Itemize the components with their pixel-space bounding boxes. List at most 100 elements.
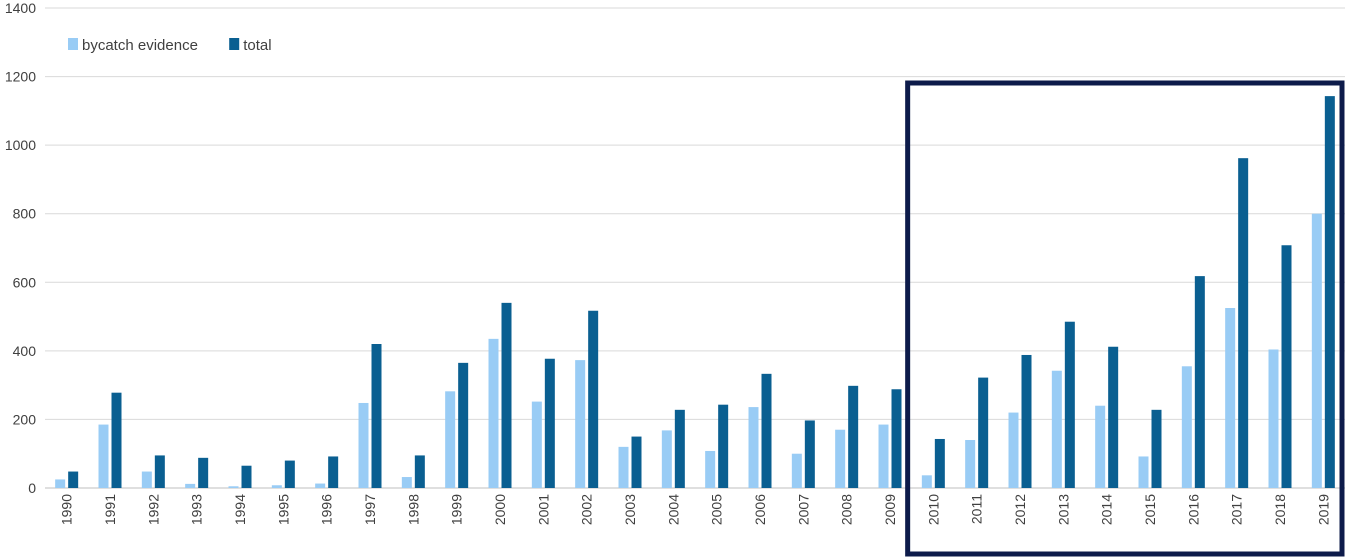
bar-total-1997 — [371, 344, 382, 488]
y-tick-label: 1200 — [5, 69, 36, 85]
x-tick-label: 1995 — [275, 494, 291, 525]
x-tick-label: 1991 — [102, 494, 118, 525]
bar-total-2011 — [978, 377, 989, 488]
bar-bycatch-evidence-2016 — [1181, 366, 1192, 488]
legend-label: total — [243, 37, 271, 54]
bar-bycatch-evidence-1999 — [445, 391, 456, 488]
bar-bycatch-evidence-2001 — [531, 401, 542, 488]
bar-total-1991 — [111, 392, 122, 488]
bar-bycatch-evidence-1991 — [98, 424, 109, 488]
x-tick-label: 2009 — [882, 494, 898, 525]
bar-total-2019 — [1324, 96, 1335, 488]
x-tick-label: 2019 — [1315, 494, 1331, 525]
bar-total-1992 — [154, 455, 165, 488]
bar-total-2017 — [1238, 158, 1249, 488]
x-tick-label: 1990 — [59, 494, 75, 525]
bar-bycatch-evidence-1998 — [401, 477, 412, 488]
legend-swatch — [68, 38, 78, 50]
bar-total-1994 — [241, 465, 252, 488]
bar-bycatch-evidence-2003 — [618, 446, 629, 488]
x-tick-label: 2005 — [709, 494, 725, 525]
bar-total-2013 — [1064, 321, 1075, 488]
bar-bycatch-evidence-2000 — [488, 338, 499, 488]
bar-bycatch-evidence-1996 — [315, 483, 326, 488]
bar-bycatch-evidence-2002 — [575, 360, 586, 488]
bars — [55, 96, 1335, 488]
bar-bycatch-evidence-2007 — [791, 453, 802, 488]
bar-total-2016 — [1194, 276, 1205, 488]
bar-bycatch-evidence-1997 — [358, 402, 369, 488]
x-tick-label: 2011 — [969, 494, 985, 524]
x-tick-label: 2003 — [622, 494, 638, 525]
bar-bycatch-evidence-2015 — [1138, 456, 1149, 488]
bar-bycatch-evidence-2019 — [1311, 213, 1322, 488]
x-tick-label: 1994 — [232, 494, 248, 525]
x-tick-label: 2010 — [925, 494, 941, 525]
x-tick-label: 2008 — [839, 494, 855, 525]
x-tick-label: 2018 — [1272, 494, 1288, 525]
x-tick-label: 1993 — [189, 494, 205, 525]
x-tick-label: 2007 — [795, 494, 811, 525]
bar-bycatch-evidence-2009 — [878, 424, 889, 488]
bar-total-2000 — [501, 302, 512, 488]
y-tick-label: 0 — [28, 480, 36, 496]
y-tick-label: 1000 — [5, 137, 36, 153]
bar-total-1999 — [458, 362, 469, 488]
x-axis-ticks: 1990 1991 1992 1993 1994 1995 1996 1997 1998 1999… — [59, 494, 1332, 525]
x-tick-label: 1998 — [405, 494, 421, 525]
bar-bycatch-evidence-2012 — [1008, 412, 1019, 488]
bar-bycatch-evidence-2014 — [1095, 405, 1106, 488]
bar-total-2005 — [718, 404, 729, 488]
x-tick-label: 2004 — [665, 494, 681, 525]
bar-bycatch-evidence-2013 — [1051, 370, 1062, 488]
x-tick-label: 1992 — [145, 494, 161, 525]
x-tick-label: 1996 — [319, 494, 335, 525]
bar-total-2007 — [804, 420, 815, 488]
bar-bycatch-evidence-2010 — [921, 475, 932, 488]
bar-bycatch-evidence-2018 — [1268, 349, 1279, 488]
x-tick-label: 2012 — [1012, 494, 1028, 525]
bar-total-2003 — [631, 436, 642, 488]
bar-bycatch-evidence-1993 — [185, 483, 196, 488]
bar-bycatch-evidence-2008 — [835, 429, 846, 488]
x-tick-label: 2013 — [1055, 494, 1071, 525]
x-tick-label: 2014 — [1099, 494, 1115, 525]
y-tick-label: 800 — [13, 206, 37, 222]
bar-total-2006 — [761, 373, 772, 488]
y-tick-label: 600 — [13, 274, 37, 290]
bar-total-2014 — [1108, 346, 1119, 488]
x-tick-label: 2016 — [1185, 494, 1201, 525]
bar-bycatch-evidence-1995 — [271, 485, 282, 488]
bar-total-2008 — [848, 385, 859, 488]
y-tick-label: 400 — [13, 343, 37, 359]
bar-total-2009 — [891, 389, 902, 488]
bar-total-1996 — [328, 456, 339, 488]
legend: bycatch evidence total — [68, 37, 272, 54]
bar-bycatch-evidence-1990 — [55, 479, 66, 488]
x-tick-label: 2006 — [752, 494, 768, 525]
bar-bycatch-evidence-2005 — [705, 450, 716, 488]
legend-swatch — [229, 38, 240, 50]
bar-bycatch-evidence-1992 — [141, 471, 152, 488]
highlight-box — [905, 80, 1345, 557]
bar-total-1990 — [68, 471, 79, 488]
bar-total-2018 — [1281, 245, 1292, 488]
x-tick-label: 2000 — [492, 494, 508, 525]
x-tick-label: 2015 — [1142, 494, 1158, 525]
bar-bycatch-evidence-2004 — [661, 430, 672, 488]
x-tick-label: 1997 — [362, 494, 378, 525]
y-tick-label: 1400 — [5, 0, 36, 16]
bar-total-2001 — [544, 358, 555, 488]
bar-total-2010 — [934, 438, 945, 488]
y-axis-ticks: 0 200 400 600 800 1000 1200 1400 — [5, 0, 36, 496]
x-tick-label: 1999 — [449, 494, 465, 525]
bar-bycatch-evidence-2011 — [965, 440, 976, 488]
bar-bycatch-evidence-2017 — [1225, 308, 1236, 488]
x-tick-label: 2001 — [535, 494, 551, 525]
x-tick-label: 2002 — [579, 494, 595, 525]
bar-total-2015 — [1151, 409, 1162, 488]
bar-bycatch-evidence-2006 — [748, 407, 759, 488]
x-tick-label: 2017 — [1229, 494, 1245, 525]
legend-label: bycatch evidence — [82, 37, 198, 54]
